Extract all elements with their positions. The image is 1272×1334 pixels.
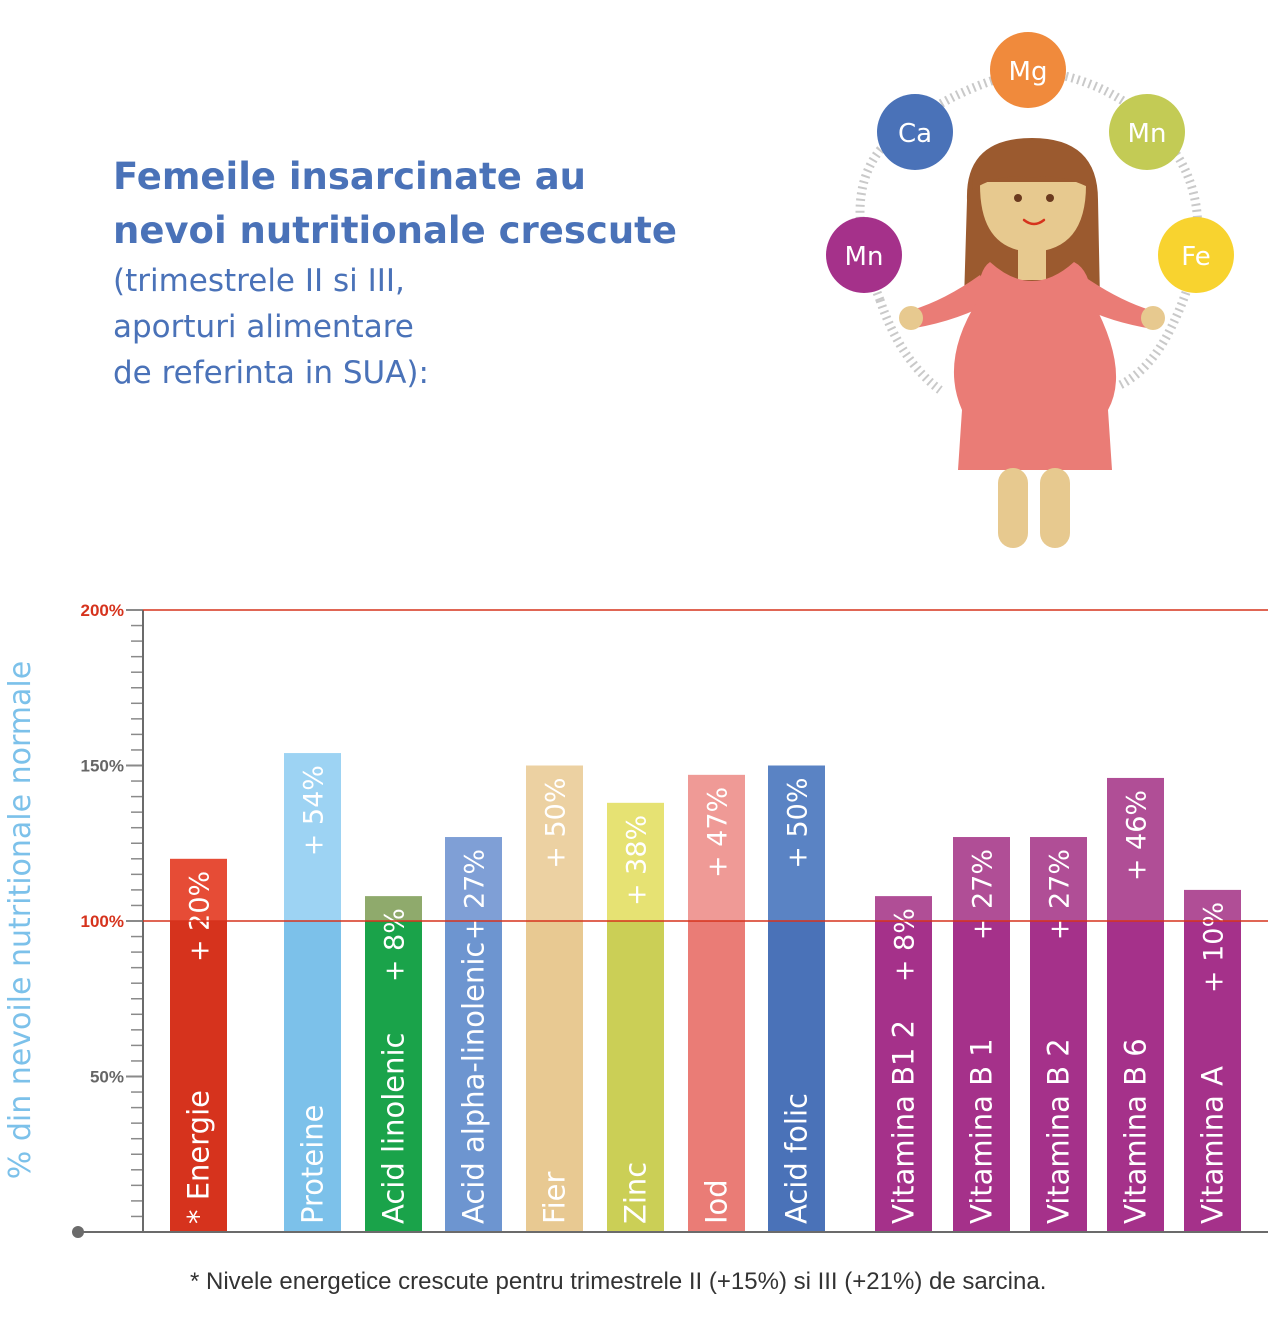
- category-label: Vitamina B 1: [965, 1038, 999, 1224]
- nutrition-bar-chart: * Energie + 20% Proteine + 54% Acid linoleni…: [3, 601, 1268, 1238]
- right-leg: [1040, 468, 1070, 548]
- bubble-mn-left-label: Mn: [845, 242, 884, 272]
- bubble-fe: Fe: [1158, 217, 1234, 293]
- increase-label: + 54%: [299, 765, 330, 856]
- bar-increase: [445, 837, 502, 921]
- bubble-mg: Mg: [990, 32, 1066, 108]
- bangs: [972, 140, 1094, 190]
- right-hand: [1141, 306, 1165, 330]
- bar: [953, 921, 1010, 1232]
- category-label: Proteine: [296, 1105, 330, 1225]
- category-label: Vitamina B 6: [1119, 1038, 1153, 1224]
- bar-increase: [170, 858, 227, 921]
- smile: [1022, 218, 1046, 226]
- bar: [688, 921, 745, 1232]
- bar-increase: [284, 753, 341, 921]
- increase-label: + 46%: [1122, 790, 1153, 881]
- face: [980, 182, 1086, 252]
- axis-origin-dot: [72, 1226, 84, 1238]
- increase-label: + 38%: [622, 815, 653, 906]
- category-label: Iod: [700, 1179, 734, 1224]
- increase-label: + 50%: [783, 778, 814, 869]
- category-label: Vitamina A: [1196, 1066, 1230, 1224]
- bars: * Energie + 20% Proteine + 54% Acid linoleni…: [170, 753, 1241, 1232]
- juggling-arc: [855, 65, 1203, 390]
- bar-increase: [1107, 777, 1164, 921]
- title-line-2: nevoi nutritionale crescute: [113, 209, 677, 252]
- bar: [1184, 921, 1241, 1232]
- bar-increase: [768, 765, 825, 921]
- title-line-1: Femeile insarcinate au: [113, 155, 587, 198]
- bar-increase: [365, 896, 422, 921]
- bar: [875, 921, 932, 1232]
- bar: [526, 921, 583, 1232]
- bar-increase: [953, 837, 1010, 921]
- y-axis-title: % din nevoile nutritionale normale: [3, 661, 38, 1179]
- category-label: Vitamina B1 2: [887, 1020, 921, 1224]
- neck: [1018, 250, 1046, 280]
- bubble-ca-label: Ca: [898, 119, 932, 149]
- category-label: * Energie: [182, 1090, 216, 1224]
- juggling-arc-left: [875, 298, 943, 394]
- bar: [607, 921, 664, 1232]
- increase-label: + 8%: [890, 908, 921, 982]
- bubble-mn-right-label: Mn: [1128, 119, 1167, 149]
- axes: [72, 610, 1268, 1238]
- category-label: Acid folic: [780, 1093, 814, 1224]
- reference-lines: [143, 609, 1268, 922]
- bar-increase: [1030, 837, 1087, 921]
- bar: [365, 921, 422, 1232]
- y-tick-labels: 200% 150% 100% 50%: [81, 601, 124, 1087]
- bar-increase: [526, 765, 583, 921]
- bar: [170, 921, 227, 1232]
- increase-label: + 27%: [1045, 849, 1076, 940]
- bubble-mn-right: Mn: [1109, 94, 1185, 170]
- y-tick-label: 200%: [81, 601, 124, 620]
- bubble-mn-left: Mn: [826, 217, 902, 293]
- category-label: Zinc: [619, 1162, 653, 1224]
- left-eye: [1014, 194, 1022, 202]
- increase-label: + 20%: [185, 871, 216, 962]
- category-label: Fier: [538, 1172, 572, 1224]
- increase-label: + 27%: [460, 849, 491, 940]
- increase-label: + 50%: [541, 778, 572, 869]
- pregnant-woman-illustration: Mg Ca Mn Mn Fe: [826, 32, 1234, 548]
- y-axis-ticks: [126, 609, 143, 1218]
- subtitle-line-1: (trimestrele II si III,: [113, 263, 405, 299]
- bar-increase: [607, 802, 664, 921]
- footnote: * Nivele energetice crescute pentru trim…: [190, 1268, 1047, 1295]
- left-leg: [998, 468, 1028, 548]
- increase-label: + 8%: [380, 908, 411, 982]
- increase-label: + 10%: [1199, 902, 1230, 993]
- dress: [953, 262, 1117, 470]
- bar: [284, 921, 341, 1232]
- y-tick-label: 100%: [81, 912, 124, 931]
- category-label: Acid linolenic: [377, 1033, 411, 1224]
- bar-increase: [688, 774, 745, 921]
- subtitle-line-3: de referinta in SUA):: [113, 355, 429, 391]
- bubble-ca: Ca: [877, 94, 953, 170]
- bubble-fe-label: Fe: [1181, 242, 1211, 272]
- bar-increase: [875, 896, 932, 921]
- category-label: Acid alpha-linolenic: [457, 942, 491, 1224]
- bar: [1107, 921, 1164, 1232]
- category-label: Vitamina B 2: [1042, 1038, 1076, 1224]
- bar: [445, 921, 502, 1232]
- subtitle-line-2: aporturi alimentare: [113, 309, 414, 345]
- bubble-mg-label: Mg: [1009, 57, 1048, 87]
- left-hand: [899, 306, 923, 330]
- increase-label: + 47%: [703, 787, 734, 878]
- y-tick-label: 50%: [90, 1068, 124, 1087]
- right-eye: [1046, 194, 1054, 202]
- bar-increase: [1184, 889, 1241, 921]
- title-block: Femeile insarcinate au nevoi nutritional…: [113, 150, 677, 396]
- increase-label: + 27%: [968, 849, 999, 940]
- bar: [768, 921, 825, 1232]
- y-tick-label: 150%: [81, 757, 124, 776]
- bar: [1030, 921, 1087, 1232]
- left-arm: [912, 275, 995, 328]
